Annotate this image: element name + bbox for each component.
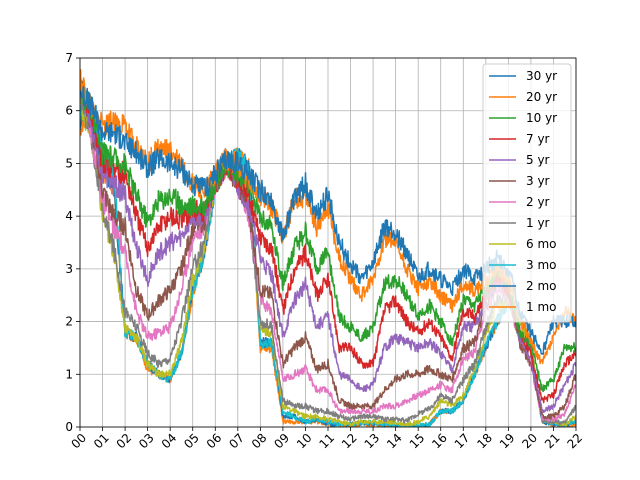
legend: 30 yr 20 yr 10 yr 7 yr 5 yr 3 yr 2 yr 1 yr 6 mo 3… xyxy=(482,63,572,323)
legend-label: 1 yr xyxy=(526,216,550,230)
legend-label: 30 yr xyxy=(526,69,557,83)
legend-label: 3 mo xyxy=(526,258,556,272)
y-tick-label: 2 xyxy=(65,315,73,329)
y-tick-label: 0 xyxy=(65,420,73,434)
legend-label: 3 yr xyxy=(526,174,550,188)
legend-label: 20 yr xyxy=(526,90,557,104)
legend-label: 7 yr xyxy=(526,132,550,146)
y-tick-label: 3 xyxy=(65,262,73,276)
legend-label: 2 mo xyxy=(526,279,556,293)
y-tick-label: 6 xyxy=(65,104,73,118)
y-tick-label: 1 xyxy=(65,367,73,381)
legend-label: 2 yr xyxy=(526,195,550,209)
y-tick-label: 5 xyxy=(65,156,73,170)
y-axis: 0 1 2 3 4 5 6 7 xyxy=(65,51,80,434)
legend-label: 10 yr xyxy=(526,111,557,125)
legend-label: 6 mo xyxy=(526,237,556,251)
y-tick-label: 4 xyxy=(65,209,73,223)
legend-label: 1 mo xyxy=(526,300,556,314)
legend-box xyxy=(482,63,572,323)
y-tick-label: 7 xyxy=(65,51,73,65)
legend-label: 5 yr xyxy=(526,153,550,167)
x-axis: 00 01 02 03 04 05 06 07 08 09 10 11 12 13 14 15 16 17 18 19… xyxy=(68,427,585,451)
